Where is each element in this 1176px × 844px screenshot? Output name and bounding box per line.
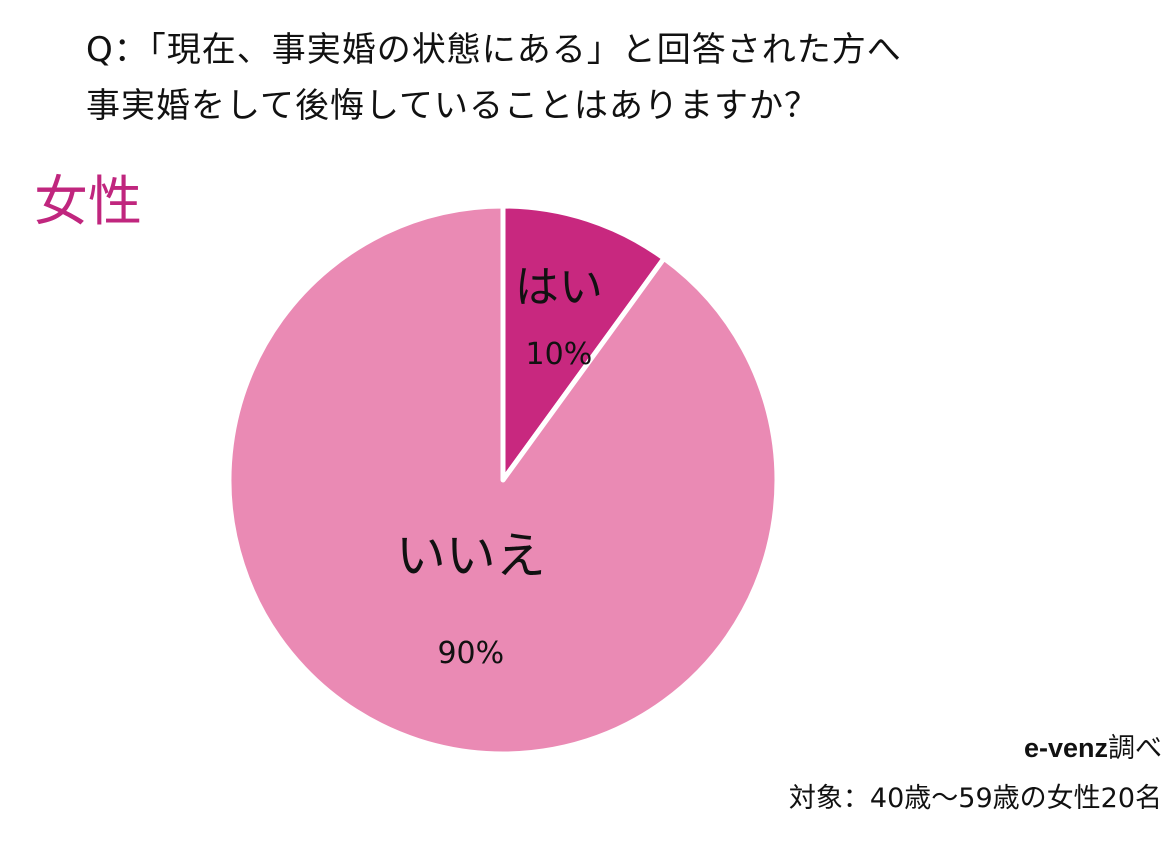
- question-line-2: 事実婚をして後悔していることはありますか？: [86, 86, 819, 126]
- survey-source: e-venz調べ: [789, 728, 1162, 769]
- pie-value-label-1: 10%: [526, 337, 593, 372]
- pie-category-label-1: はい: [515, 262, 603, 313]
- pie-value-label-2: 90%: [437, 636, 504, 671]
- pie-category-label-2: いいえ: [396, 527, 546, 585]
- survey-credit: e-venz調べ 対象：40歳〜59歳の女性20名: [789, 728, 1162, 821]
- pie-slice-1: [500, 203, 667, 483]
- pie-slice-2: [226, 203, 780, 757]
- pie-slices: [226, 203, 780, 757]
- survey-sample-description: 対象：40歳〜59歳の女性20名: [788, 783, 1162, 814]
- survey-question: Q：「現在、事実婚の状態にある」と回答された方へ 事実婚をして後悔していることは…: [86, 22, 902, 134]
- survey-source-suffix: 調べ: [1108, 733, 1162, 764]
- pie-labels: はい 10% いいえ 90%: [396, 262, 603, 671]
- respondent-group-label: 女性: [34, 170, 142, 233]
- question-line-1: Q：「現在、事実婚の状態にある」と回答された方へ: [86, 30, 902, 70]
- survey-brand: e-venz: [1023, 733, 1108, 763]
